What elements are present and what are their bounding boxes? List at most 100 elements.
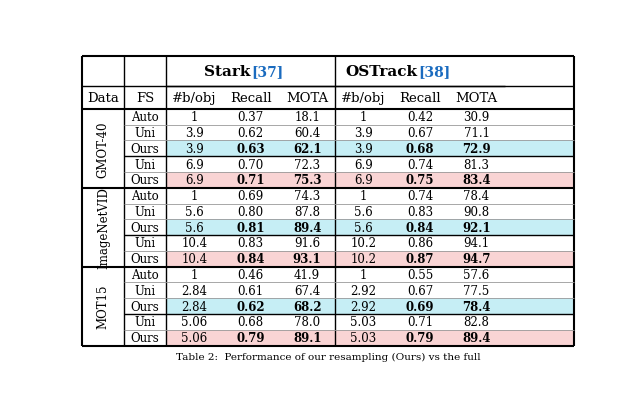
Bar	[83, 283, 166, 299]
Text: 2.84: 2.84	[181, 284, 207, 297]
Text: Recall: Recall	[399, 92, 441, 105]
Text: 72.9: 72.9	[462, 142, 491, 155]
Bar	[83, 87, 573, 110]
Text: 77.5: 77.5	[463, 284, 490, 297]
Text: FS: FS	[136, 92, 154, 105]
Text: 91.6: 91.6	[294, 237, 320, 250]
Text: 89.1: 89.1	[293, 331, 321, 344]
Text: 5.03: 5.03	[351, 331, 377, 344]
Text: 5.6: 5.6	[185, 205, 204, 218]
Text: Ours: Ours	[131, 331, 159, 344]
Text: 1: 1	[191, 268, 198, 281]
Text: 0.68: 0.68	[237, 316, 264, 328]
Text: 5.03: 5.03	[351, 316, 377, 328]
Text: 5.6: 5.6	[185, 221, 204, 234]
Text: GMOT-40: GMOT-40	[97, 121, 110, 177]
Text: Ours: Ours	[131, 174, 159, 187]
Text: 5.06: 5.06	[181, 316, 207, 328]
Bar	[83, 251, 166, 267]
Bar	[83, 267, 166, 283]
Text: Ours: Ours	[131, 253, 159, 265]
Text: 71.1: 71.1	[463, 127, 490, 139]
Text: 0.67: 0.67	[407, 127, 433, 139]
Text: 90.8: 90.8	[463, 205, 490, 218]
Bar	[166, 204, 573, 220]
Bar	[166, 283, 573, 299]
Text: 2.92: 2.92	[351, 284, 376, 297]
Text: 0.79: 0.79	[406, 331, 435, 344]
Text: Auto: Auto	[131, 190, 159, 202]
Text: Auto: Auto	[131, 111, 159, 124]
Text: MOTA: MOTA	[456, 92, 498, 105]
Text: Auto: Auto	[131, 268, 159, 281]
Text: 0.71: 0.71	[407, 316, 433, 328]
Bar	[166, 110, 573, 125]
Text: 78.4: 78.4	[462, 300, 491, 313]
Bar	[83, 188, 166, 204]
Text: OSTrack: OSTrack	[346, 65, 417, 79]
Text: 30.9: 30.9	[463, 111, 490, 124]
Text: 72.3: 72.3	[294, 158, 320, 171]
Text: 0.84: 0.84	[406, 221, 435, 234]
Bar	[83, 204, 166, 220]
Text: MOT15: MOT15	[97, 284, 110, 328]
Bar	[166, 299, 573, 314]
Text: 0.74: 0.74	[407, 158, 433, 171]
Text: 2.92: 2.92	[351, 300, 376, 313]
Text: 74.3: 74.3	[294, 190, 320, 202]
Bar	[166, 330, 573, 346]
Text: 0.75: 0.75	[406, 174, 435, 187]
Bar	[83, 157, 166, 173]
Text: 1: 1	[360, 111, 367, 124]
Text: 5.6: 5.6	[354, 205, 373, 218]
Text: 0.55: 0.55	[407, 268, 433, 281]
Text: ImageNetVID: ImageNetVID	[97, 187, 110, 268]
Bar	[166, 188, 573, 204]
Text: 10.2: 10.2	[351, 237, 376, 250]
Bar	[166, 173, 573, 188]
Text: 2.84: 2.84	[181, 300, 207, 313]
Text: Uni: Uni	[134, 158, 156, 171]
Text: Table 2:  Performance of our resampling (Ours) vs the full: Table 2: Performance of our resampling (…	[176, 352, 480, 361]
Text: 93.1: 93.1	[293, 253, 321, 265]
Text: 78.0: 78.0	[294, 316, 320, 328]
Text: 68.2: 68.2	[293, 300, 321, 313]
Bar	[83, 125, 166, 141]
Bar	[166, 267, 573, 283]
Bar	[83, 220, 166, 236]
Text: 92.1: 92.1	[462, 221, 491, 234]
Bar	[166, 57, 335, 87]
Text: 0.71: 0.71	[236, 174, 265, 187]
Text: 41.9: 41.9	[294, 268, 320, 281]
Text: 0.61: 0.61	[237, 284, 264, 297]
Text: 0.62: 0.62	[236, 300, 265, 313]
Text: 67.4: 67.4	[294, 284, 320, 297]
Text: 3.9: 3.9	[354, 142, 373, 155]
Text: 0.69: 0.69	[237, 190, 264, 202]
Text: 10.2: 10.2	[351, 253, 376, 265]
Bar	[335, 57, 505, 87]
Text: 5.6: 5.6	[354, 221, 373, 234]
Text: 0.37: 0.37	[237, 111, 264, 124]
Text: Ours: Ours	[131, 142, 159, 155]
Text: 0.42: 0.42	[407, 111, 433, 124]
Text: 83.4: 83.4	[462, 174, 491, 187]
Bar	[83, 57, 166, 87]
Text: Stark: Stark	[204, 65, 251, 79]
Bar	[83, 299, 166, 314]
Bar	[83, 314, 166, 330]
Text: Uni: Uni	[134, 284, 156, 297]
Text: 62.1: 62.1	[293, 142, 321, 155]
Text: Uni: Uni	[134, 205, 156, 218]
Text: 1: 1	[360, 190, 367, 202]
Text: 10.4: 10.4	[181, 237, 207, 250]
Text: 10.4: 10.4	[181, 253, 207, 265]
Text: 0.63: 0.63	[236, 142, 265, 155]
Text: 0.81: 0.81	[236, 221, 265, 234]
Text: 3.9: 3.9	[185, 127, 204, 139]
Text: 81.3: 81.3	[463, 158, 490, 171]
Text: 75.3: 75.3	[293, 174, 321, 187]
Text: #b/obj: #b/obj	[341, 92, 386, 105]
Text: 0.46: 0.46	[237, 268, 264, 281]
Bar	[83, 141, 166, 157]
